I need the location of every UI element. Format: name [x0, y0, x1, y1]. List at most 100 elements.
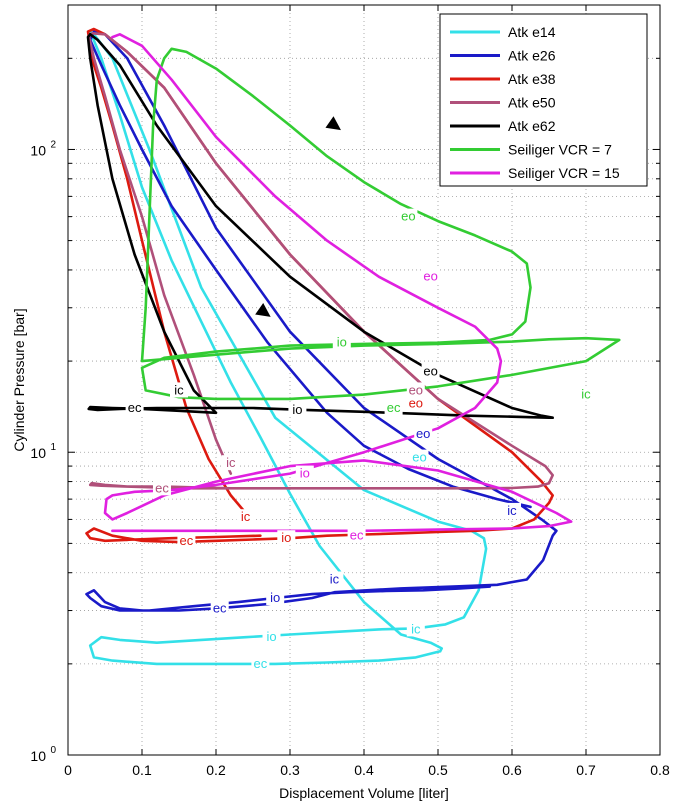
svg-text:ec: ec	[155, 480, 169, 495]
annotation-label: ic	[236, 509, 255, 525]
annotation-label: io	[266, 590, 285, 606]
svg-text:io: io	[266, 629, 276, 644]
legend: Atk e14 Atk e26 Atk e38 Atk e50 Atk e62 Seili…	[439, 13, 648, 187]
x-axis-ticks: 0 0.1 0.2 0.3 0.4 0.5 0.6 0.7 0.8	[64, 5, 670, 778]
annotation-label: eo	[414, 425, 433, 441]
annotation-label: ec	[251, 655, 270, 671]
svg-text:ec: ec	[350, 528, 364, 543]
svg-text:ec: ec	[387, 400, 401, 415]
y-tick-label: 10 2	[30, 139, 56, 158]
series-line-5	[140, 47, 621, 401]
svg-text:io: io	[292, 402, 302, 417]
legend-label: Atk e50	[508, 95, 556, 111]
annotation-label: ic	[503, 502, 521, 518]
legend-item-6: Seiliger VCR = 15	[450, 165, 620, 181]
svg-text:ic: ic	[226, 455, 236, 470]
svg-text:ic: ic	[174, 382, 184, 397]
legend-item-2: Atk e38	[450, 71, 556, 87]
svg-text:eo: eo	[409, 382, 423, 397]
svg-text:eo: eo	[409, 395, 423, 410]
x-tick-label: 0.4	[354, 762, 374, 778]
svg-text:10: 10	[30, 142, 46, 158]
svg-text:ic: ic	[241, 509, 251, 524]
x-tick-label: 0.8	[650, 762, 670, 778]
direction-arrow	[255, 303, 271, 317]
direction-arrow	[325, 116, 341, 131]
annotation-label: io	[288, 401, 307, 417]
legend-label: Seiliger VCR = 15	[508, 165, 620, 181]
legend-item-3: Atk e50	[450, 95, 556, 111]
svg-text:ic: ic	[507, 503, 517, 518]
plot-area: eoioiceciceoioeceoioeceoiceceoicioeceoic…	[85, 27, 621, 671]
svg-text:io: io	[300, 466, 310, 481]
svg-text:0: 0	[50, 745, 56, 756]
legend-label: Atk e38	[508, 71, 556, 87]
svg-text:1: 1	[50, 442, 56, 453]
annotation-label: ic	[577, 386, 595, 402]
annotation-label: ec	[152, 480, 171, 496]
y-tick-label: 10 0	[30, 745, 56, 764]
svg-text:eo: eo	[423, 269, 437, 284]
legend-box	[439, 13, 648, 187]
legend-item-5: Seiliger VCR = 7	[450, 142, 612, 158]
x-tick-label: 0.6	[502, 762, 522, 778]
legend-item-4: Atk e62	[450, 118, 556, 134]
annotation-label: ic	[221, 455, 240, 471]
series-line-0	[88, 30, 488, 666]
annotation-label: eo	[399, 208, 418, 224]
svg-text:eo: eo	[423, 363, 437, 378]
annotation-layer: eoioiceciceoioeceoioeceoiceceoicioeceoic…	[125, 208, 595, 671]
y-axis-ticks: 10 0 10 1 10 2	[30, 4, 660, 764]
annotation-label: io	[332, 334, 351, 350]
x-tick-label: 0.7	[576, 762, 596, 778]
svg-text:eo: eo	[416, 426, 430, 441]
legend-label: Atk e14	[508, 24, 556, 40]
legend-label: Atk e62	[508, 118, 556, 134]
series-line-4	[86, 32, 555, 420]
annotation-label: ec	[347, 527, 366, 543]
annotation-label: io	[277, 530, 296, 546]
svg-text:10: 10	[30, 748, 46, 764]
y-tick-label: 10 1	[30, 442, 56, 461]
x-tick-label: 0.5	[428, 762, 448, 778]
series-line-3	[87, 31, 555, 490]
legend-item-1: Atk e26	[450, 48, 556, 64]
x-tick-label: 0.2	[206, 762, 226, 778]
svg-text:eo: eo	[401, 209, 415, 224]
annotation-label: ic	[325, 571, 344, 587]
svg-text:ic: ic	[411, 621, 421, 636]
annotation-label: io	[262, 629, 281, 645]
x-tick-label: 0.3	[280, 762, 300, 778]
series-line-6	[103, 32, 573, 533]
svg-text:io: io	[337, 335, 347, 350]
legend-label: Seiliger VCR = 7	[508, 142, 612, 158]
annotation-label: io	[295, 465, 314, 481]
arrow-layer	[255, 116, 341, 317]
x-tick-label: 0	[64, 762, 72, 778]
legend-item-0: Atk e14	[450, 24, 556, 40]
svg-text:2: 2	[50, 139, 56, 150]
svg-text:io: io	[270, 590, 280, 605]
svg-text:ec: ec	[128, 400, 142, 415]
annotation-label: eo	[421, 268, 440, 284]
x-tick-label: 0.1	[132, 762, 152, 778]
svg-text:ic: ic	[330, 571, 340, 586]
svg-text:10: 10	[30, 445, 46, 461]
svg-text:ec: ec	[254, 656, 268, 671]
annotation-label: ec	[384, 399, 403, 415]
series-layer	[85, 27, 621, 666]
annotation-label: eo	[410, 449, 429, 465]
svg-text:ic: ic	[581, 387, 591, 402]
svg-text:eo: eo	[412, 450, 426, 465]
svg-text:ec: ec	[213, 600, 227, 615]
annotation-label: eo	[421, 363, 440, 379]
svg-text:ec: ec	[180, 533, 194, 548]
annotation-label: eo	[406, 395, 425, 411]
annotation-label: ic	[170, 382, 188, 398]
x-axis-label: Displacement Volume [liter]	[279, 785, 449, 801]
annotation-label: ec	[210, 600, 229, 616]
svg-text:io: io	[281, 530, 291, 545]
legend-label: Atk e26	[508, 48, 556, 64]
y-axis-label: Cylinder Pressure [bar]	[11, 308, 27, 451]
